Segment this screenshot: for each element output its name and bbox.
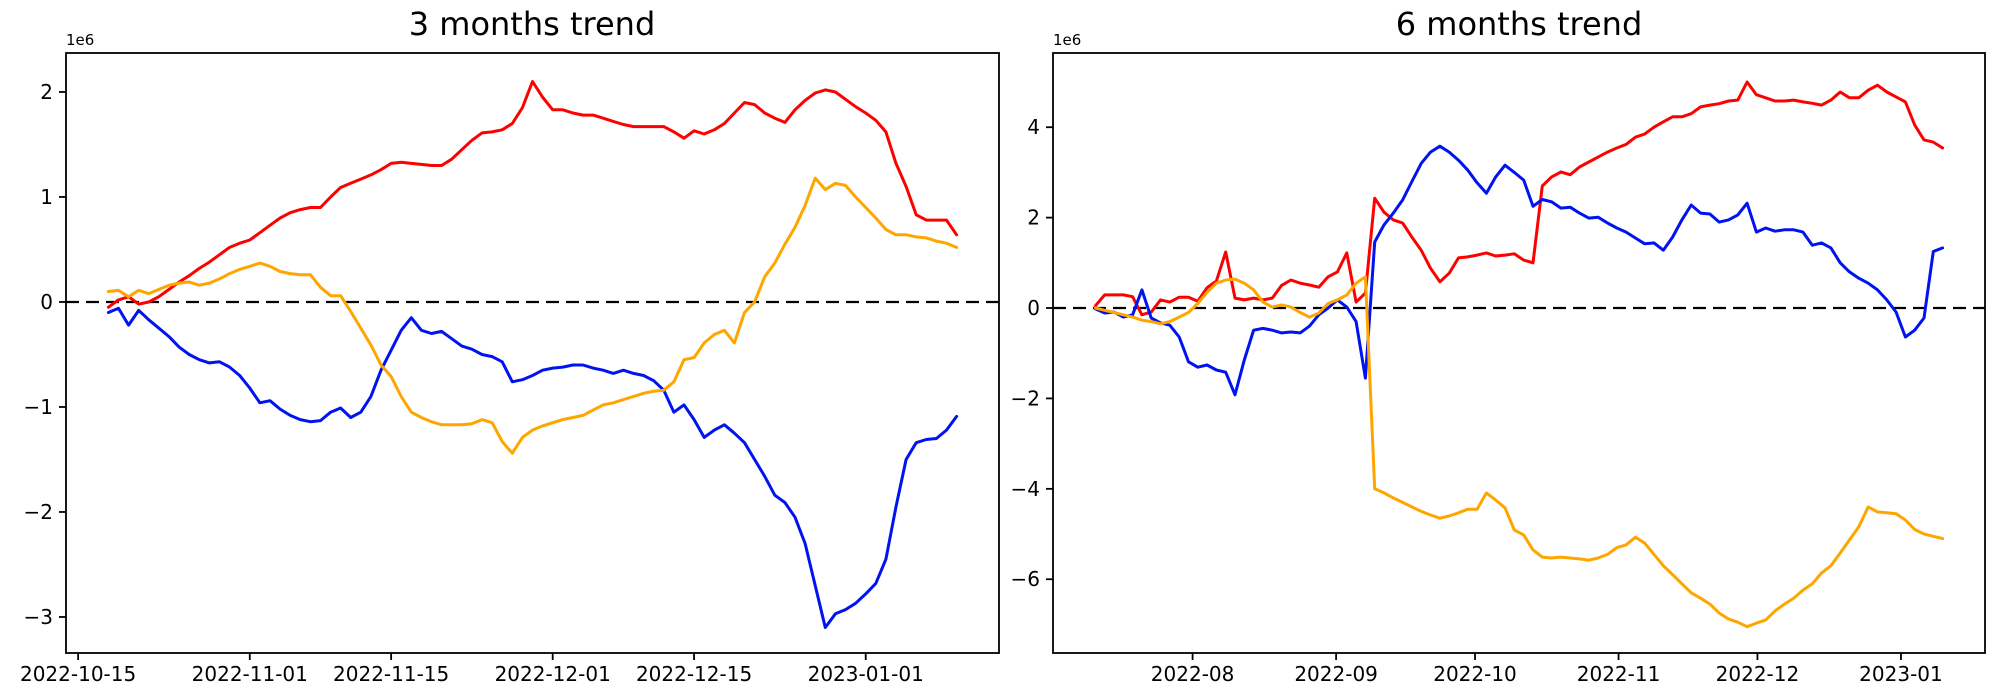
y-tick-label: −2 [24, 500, 53, 524]
series-line-red [1093, 80, 1945, 317]
y-tick-label: −6 [1011, 567, 1040, 591]
chart-panel-6-months: 4 2 0 −2 −4 −6 2022-08 2022-09 2022-10 2022-11 202… [1011, 52, 1986, 686]
y-tick-label: −4 [1011, 477, 1040, 501]
y-tick-label: −2 [1011, 386, 1040, 410]
axes-frame [1052, 52, 1986, 654]
x-tick-label: 2022-10 [1433, 662, 1517, 686]
y-axis-offset-label-left: 1e6 [66, 31, 95, 49]
x-tick-label: 2022-12 [1716, 662, 1800, 686]
x-tick-label: 2022-11-01 [192, 662, 308, 686]
y-tick-label: 0 [1027, 296, 1040, 320]
chart-title-3-months: 3 months trend [408, 5, 656, 43]
x-tick-label: 2022-11-15 [333, 662, 449, 686]
x-tick-label: 2022-09 [1294, 662, 1378, 686]
x-tick-label: 2022-12-15 [636, 662, 752, 686]
series-line-red [106, 80, 959, 309]
x-tick-label: 2022-12-01 [495, 662, 611, 686]
y-tick-label: −1 [24, 395, 53, 419]
x-tick-label: 2023-01-01 [808, 662, 924, 686]
x-tick-label: 2022-10-15 [20, 662, 136, 686]
y-axis-offset-label-right: 1e6 [1053, 31, 1082, 49]
y-tick-label: −3 [24, 605, 53, 629]
y-tick-label: 1 [40, 185, 53, 209]
x-tick-label: 2023-01 [1859, 662, 1943, 686]
series-line-blue [106, 306, 959, 629]
y-tick-label: 0 [40, 290, 53, 314]
y-tick-label: 4 [1027, 115, 1040, 139]
chart-title-6-months: 6 months trend [1395, 5, 1643, 43]
x-tick-label: 2022-11 [1577, 662, 1661, 686]
series-line-orange [1093, 275, 1945, 629]
y-tick-label: 2 [40, 80, 53, 104]
x-tick-label: 2022-08 [1151, 662, 1235, 686]
chart-panel-3-months: 2 1 0 −1 −2 −3 2022-10-15 2022-11-01 2022-11-15 2… [20, 52, 1000, 686]
series-line-orange [106, 176, 959, 455]
y-tick-label: 2 [1027, 206, 1040, 230]
series-line-blue [1093, 144, 1945, 397]
axes-frame [65, 52, 1000, 654]
